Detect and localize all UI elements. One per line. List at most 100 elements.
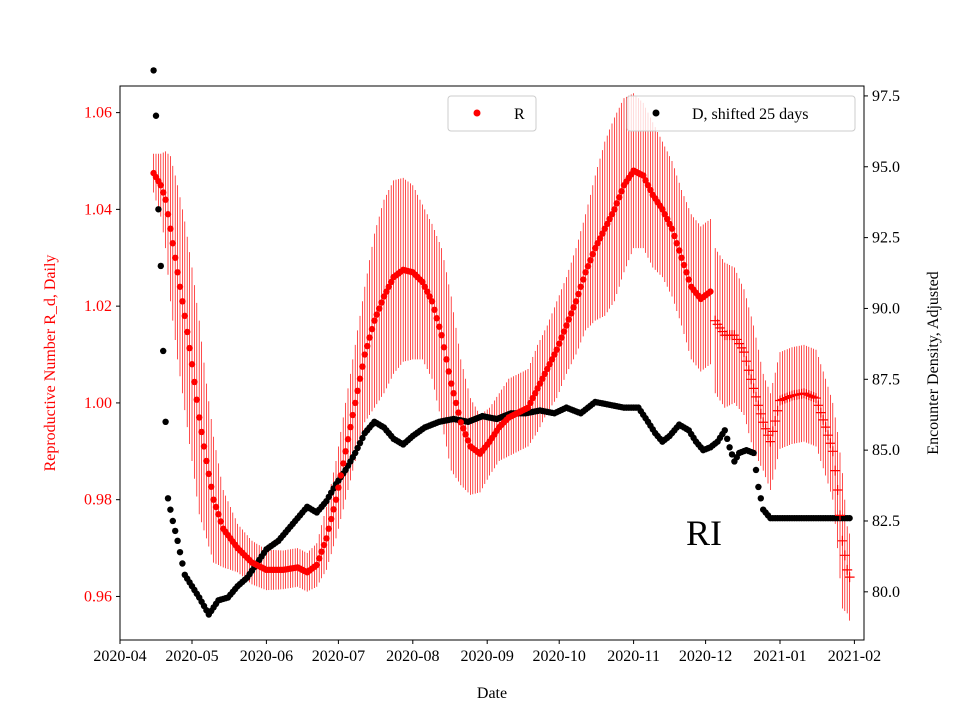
r-point [668, 225, 676, 232]
r-point [349, 411, 356, 419]
r-cross-point [835, 510, 845, 521]
r-point [640, 172, 647, 179]
r-point [217, 518, 224, 525]
r-point [529, 394, 536, 402]
r-point [596, 235, 604, 242]
r-point [191, 378, 198, 386]
y-axis-label-right: Encounter Density, Adjusted [925, 271, 942, 454]
r-cross-point [830, 465, 841, 476]
r-cross-point [825, 438, 836, 449]
r-point [184, 328, 191, 336]
r-point [169, 240, 176, 247]
r-point [452, 399, 460, 407]
r-point [205, 470, 212, 478]
d-point [846, 514, 853, 522]
d-point [755, 483, 762, 491]
r-point [176, 283, 184, 290]
x-tick-label: 2020-09 [461, 648, 514, 665]
x-tick-label: 2020-04 [93, 648, 146, 665]
r-point [464, 437, 472, 444]
r-point [455, 409, 462, 416]
r-point [337, 472, 344, 479]
r-point [186, 344, 193, 352]
r-cross-point [779, 393, 790, 404]
r-point [572, 298, 580, 305]
r-cross-point [753, 400, 764, 411]
r-point [541, 370, 548, 378]
r-point [534, 385, 541, 392]
r-point [167, 225, 174, 232]
r-point [553, 346, 560, 353]
x-tick-label: 2021-02 [828, 648, 881, 665]
r-cross-point [775, 395, 785, 406]
r-cross-point [837, 535, 848, 546]
r-point [443, 356, 450, 363]
r-point [203, 457, 210, 465]
r-point [323, 535, 330, 542]
r-point [164, 211, 172, 218]
r-cross-point [832, 485, 843, 496]
legend-d-label: D, shifted 25 days [692, 106, 808, 123]
r-point [419, 278, 426, 286]
r-cross-point [815, 407, 826, 418]
r-cross-point [803, 390, 814, 401]
r-point [445, 368, 452, 375]
r-point [659, 206, 666, 213]
y-right-tick-label: 82.5 [872, 513, 900, 530]
y-axis-right: 80.0 82.5 85.0 87.5 90.0 92.5 95.0 97.5 [864, 88, 900, 601]
r-point [644, 181, 652, 189]
r-point [527, 399, 534, 407]
y-right-tick-label: 95.0 [872, 159, 900, 176]
r-point [426, 293, 433, 300]
r-point [340, 460, 347, 467]
r-point [193, 396, 200, 403]
r-cross-point [731, 334, 742, 345]
r-point [604, 220, 611, 228]
legend-d: D, shifted 25 days [626, 95, 856, 132]
d-point [179, 560, 186, 567]
d-point [752, 466, 760, 474]
r-point [575, 290, 582, 298]
r-point [196, 414, 203, 421]
y-right-tick-label: 92.5 [872, 230, 900, 247]
r-point [431, 306, 438, 313]
x-axis: 2020-04 2020-05 2020-06 2020-07 2020-08 2020-… [93, 640, 881, 665]
y-right-tick-label: 97.5 [872, 88, 900, 105]
r-point [642, 177, 649, 184]
r-point [424, 288, 431, 295]
r-point [364, 342, 371, 350]
r-point [661, 211, 668, 218]
r-point [440, 344, 448, 351]
d-point [757, 495, 764, 502]
d-point [354, 444, 361, 452]
r-point [568, 310, 575, 317]
r-cross-point [808, 392, 819, 403]
r-point [592, 244, 599, 252]
r-point [366, 334, 373, 341]
r-cross-point [784, 391, 795, 402]
r-point [448, 380, 455, 387]
r-point [200, 443, 208, 450]
r-cross-point [844, 572, 855, 583]
r-cross-point [755, 408, 766, 419]
r-point [361, 351, 368, 358]
d-point [172, 527, 179, 535]
r-cross-point [772, 405, 783, 416]
plot-frame [119, 85, 865, 641]
r-point [580, 276, 587, 283]
y-left-tick-label: 1.06 [84, 105, 112, 122]
r-cross-point [739, 347, 749, 358]
r-point [438, 331, 445, 339]
r-point [388, 278, 395, 286]
d-point [157, 262, 164, 270]
x-tick-label: 2020-05 [165, 648, 218, 665]
d-point [724, 435, 731, 443]
r-point [539, 375, 546, 382]
r-point [589, 250, 596, 258]
r-point [556, 340, 563, 347]
r-point [359, 363, 366, 370]
y-right-tick-label: 80.0 [872, 584, 900, 601]
legend-r-marker [473, 109, 481, 117]
r-cross-point [842, 564, 853, 575]
r-point [376, 305, 383, 312]
